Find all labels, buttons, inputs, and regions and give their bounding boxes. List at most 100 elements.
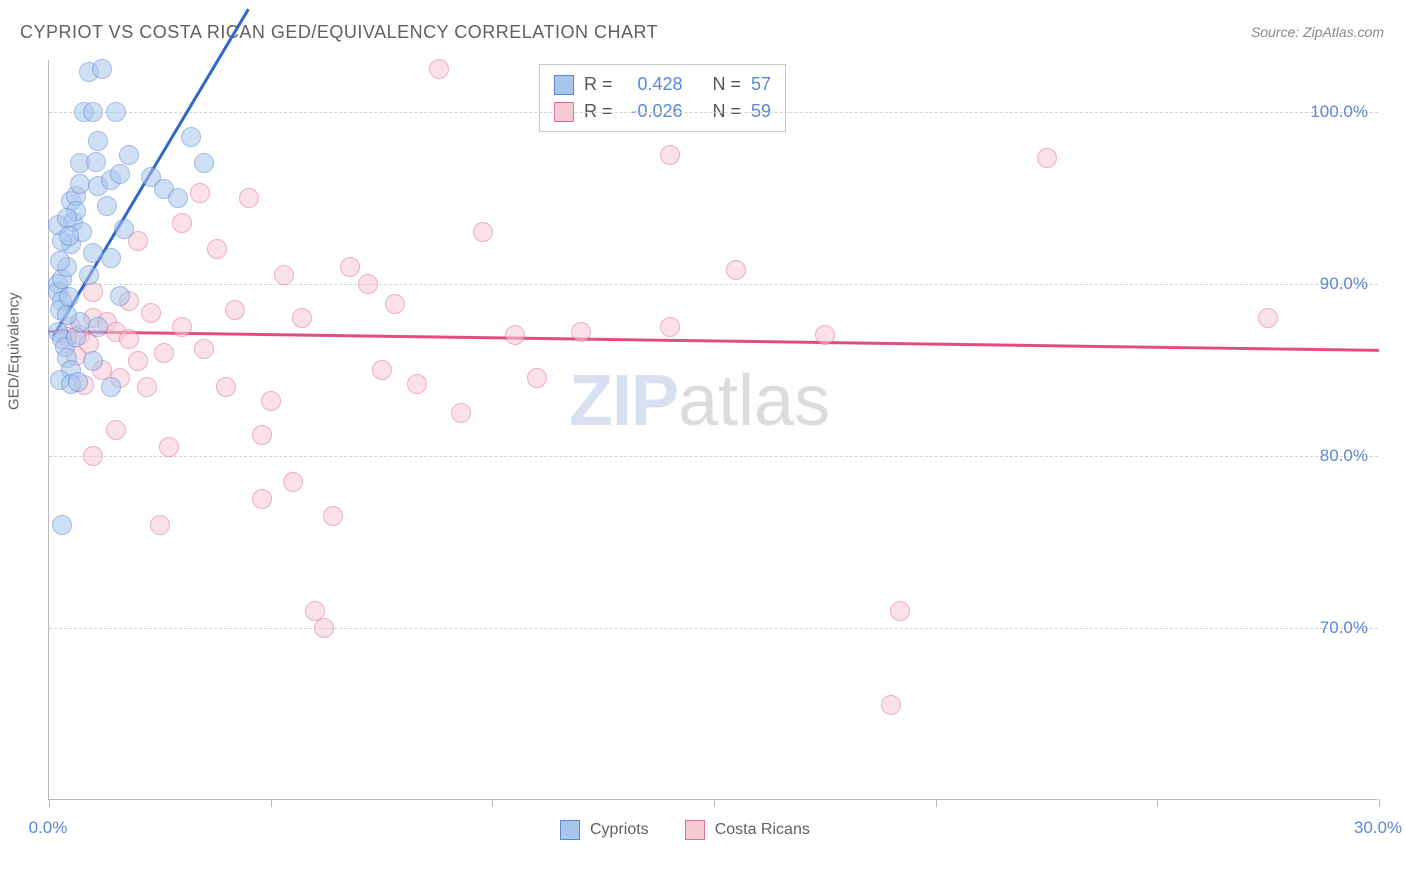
x-tick [271,799,272,807]
data-point [660,145,680,165]
series-1-n-value: 57 [751,71,771,98]
data-point [473,222,493,242]
legend-label-2: Costa Ricans [715,821,810,839]
data-point [283,472,303,492]
n-label: N = [713,71,742,98]
data-point [119,329,139,349]
data-point [660,317,680,337]
data-point [505,325,525,345]
gridline [49,284,1378,285]
data-point [83,446,103,466]
data-point [172,213,192,233]
data-point [92,59,112,79]
y-tick-label: 80.0% [1320,446,1368,466]
legend-label-1: Cypriots [590,821,649,839]
data-point [110,164,130,184]
data-point [68,372,88,392]
legend-swatch-2 [685,820,705,840]
data-point [59,226,79,246]
chart-title: CYPRIOT VS COSTA RICAN GED/EQUIVALENCY C… [20,22,658,43]
data-point [83,243,103,263]
data-point [726,260,746,280]
data-point [114,219,134,239]
data-point [88,317,108,337]
x-tick-label: 0.0% [29,818,68,838]
watermark-atlas: atlas [678,361,830,441]
data-point [815,325,835,345]
data-point [110,286,130,306]
gridline [49,112,1378,113]
data-point [52,515,72,535]
data-point [225,300,245,320]
data-point [141,303,161,323]
trend-line [49,330,1379,351]
data-point [83,102,103,122]
data-point [1037,148,1057,168]
data-point [119,145,139,165]
gridline [49,628,1378,629]
watermark-zip: ZIP [569,361,678,441]
data-point [890,601,910,621]
data-point [252,425,272,445]
data-point [292,308,312,328]
data-point [57,305,77,325]
legend-item-2: Costa Ricans [685,820,810,840]
data-point [451,403,471,423]
data-point [88,131,108,151]
data-point [106,102,126,122]
x-tick [1157,799,1158,807]
r-label: R = [584,71,613,98]
series-1-r-value: 0.428 [623,71,683,98]
y-tick-label: 100.0% [1310,102,1368,122]
data-point [50,251,70,271]
data-point [571,322,591,342]
data-point [252,489,272,509]
series-1-swatch [554,75,574,95]
x-tick [49,799,50,807]
data-point [429,59,449,79]
x-tick [492,799,493,807]
data-point [261,391,281,411]
x-tick [1379,799,1380,807]
data-point [274,265,294,285]
data-point [97,196,117,216]
data-point [83,351,103,371]
data-point [101,248,121,268]
data-point [207,239,227,259]
data-point [83,282,103,302]
data-point [358,274,378,294]
data-point [194,339,214,359]
data-point [181,127,201,147]
data-point [101,377,121,397]
y-axis-label: GED/Equivalency [6,292,23,410]
data-point [216,377,236,397]
data-point [881,695,901,715]
x-tick [714,799,715,807]
data-point [106,420,126,440]
x-tick-label: 30.0% [1354,818,1402,838]
legend-swatch-1 [560,820,580,840]
correlation-stats-box: R = 0.428 N = 57 R = -0.026 N = 59 [539,64,786,132]
data-point [527,368,547,388]
data-point [128,351,148,371]
data-point [194,153,214,173]
scatter-plot-area: ZIPatlas R = 0.428 N = 57 R = -0.026 N =… [48,60,1378,800]
data-point [168,188,188,208]
data-point [159,437,179,457]
data-point [385,294,405,314]
y-tick-label: 90.0% [1320,274,1368,294]
x-tick [936,799,937,807]
data-point [172,317,192,337]
source-label: Source: ZipAtlas.com [1251,24,1384,40]
data-point [239,188,259,208]
bottom-legend: Cypriots Costa Ricans [560,820,810,840]
data-point [190,183,210,203]
legend-item-1: Cypriots [560,820,649,840]
watermark: ZIPatlas [569,360,830,442]
data-point [150,515,170,535]
gridline [49,456,1378,457]
data-point [372,360,392,380]
data-point [154,343,174,363]
data-point [86,152,106,172]
data-point [314,618,334,638]
